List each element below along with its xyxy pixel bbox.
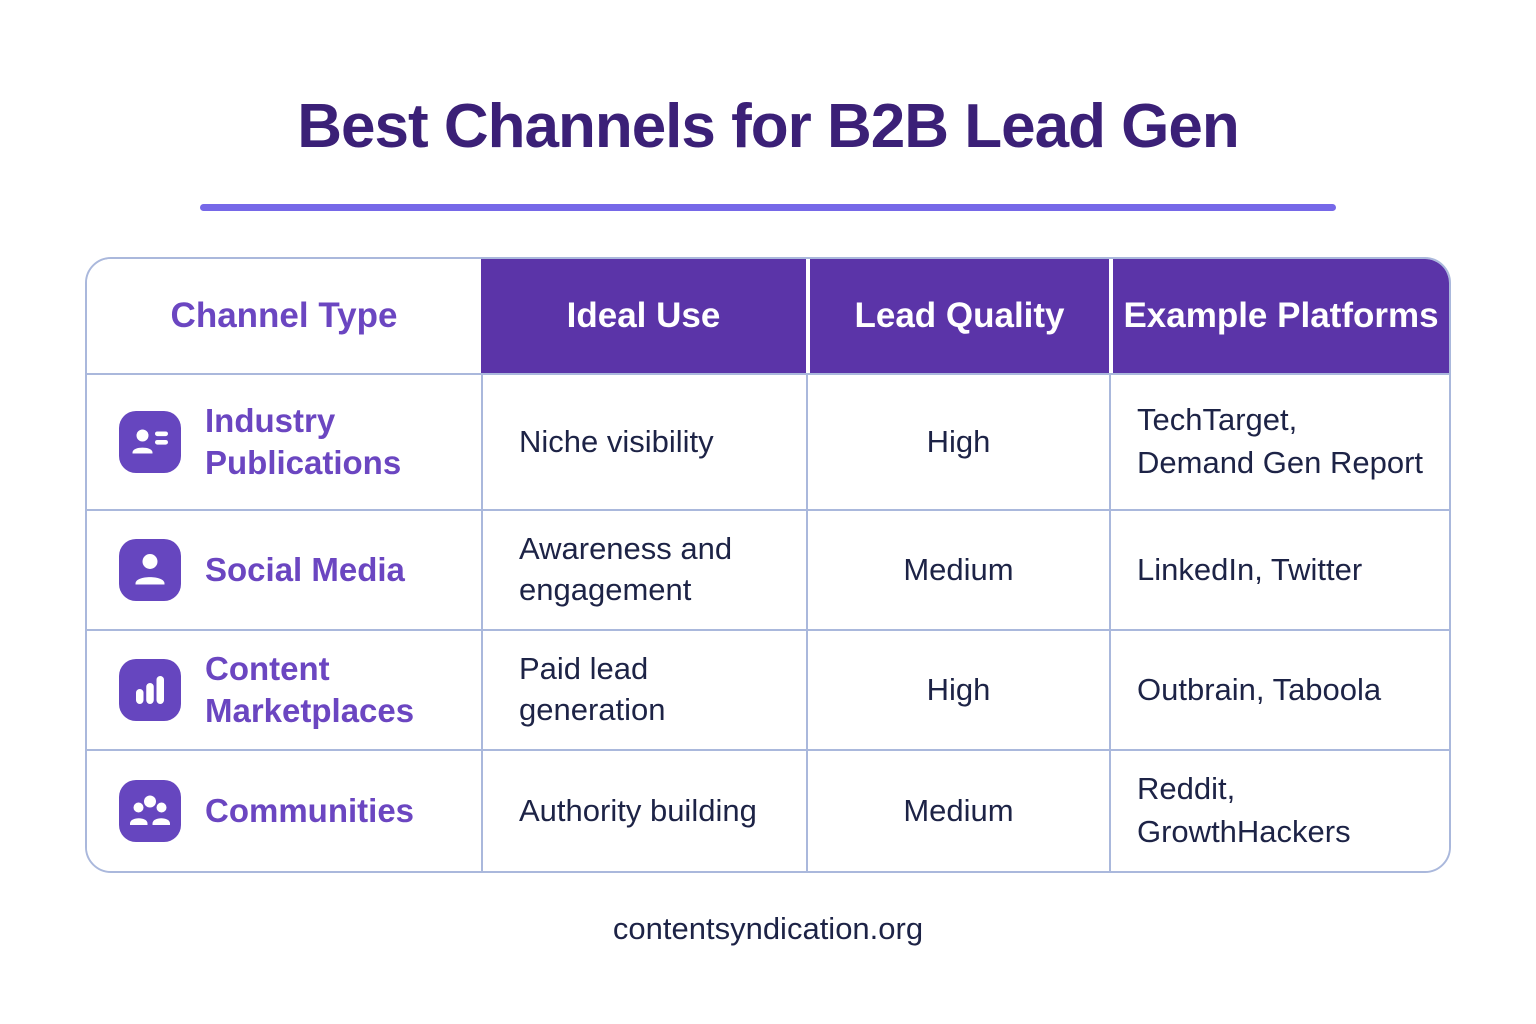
header-cell-channel-type: Channel Type — [87, 259, 481, 373]
table-row-channel-communities: Communities — [87, 749, 481, 871]
title-underline — [200, 204, 1336, 211]
platforms-cell: Reddit, GrowthHackers — [1109, 749, 1449, 871]
bar-chart-icon — [119, 659, 181, 721]
lead-quality-cell: High — [806, 373, 1109, 509]
table-row-channel-industry-publications: Industry Publications — [87, 373, 481, 509]
platforms-cell: TechTarget, Demand Gen Report — [1109, 373, 1449, 509]
platforms-cell: LinkedIn, Twitter — [1109, 509, 1449, 629]
channels-table: Channel Type Ideal Use Lead Quality Exam… — [85, 257, 1451, 873]
platform-line: LinkedIn, Twitter — [1137, 551, 1363, 587]
id-card-icon — [119, 411, 181, 473]
platforms-cell: Outbrain, Taboola — [1109, 629, 1449, 749]
channel-label: Industry Publications — [205, 401, 402, 481]
platform-line: GrowthHackers — [1137, 814, 1351, 849]
table-row-channel-social-media: Social Media — [87, 509, 481, 629]
header-cell-example-platforms: Example Platforms — [1109, 259, 1449, 373]
channel-label: Communities — [205, 791, 415, 829]
header-cell-lead-quality: Lead Quality — [806, 259, 1109, 373]
header-cell-ideal-use: Ideal Use — [481, 259, 806, 373]
platform-line: Demand Gen Report — [1137, 445, 1424, 480]
ideal-use-cell: Awareness and engagement — [481, 509, 806, 629]
platform-line: TechTarget, — [1137, 402, 1298, 438]
ideal-use-cell: Paid lead generation — [481, 629, 806, 749]
lead-quality-cell: Medium — [806, 509, 1109, 629]
person-icon — [119, 539, 181, 601]
ideal-use-cell: Niche visibility — [481, 373, 806, 509]
table-row-channel-content-marketplaces: Content Marketplaces — [87, 629, 481, 749]
platform-line: Reddit, — [1137, 771, 1236, 807]
footer-site-url: contentsyndication.org — [612, 911, 924, 946]
page-title: Best Channels for B2B Lead Gen — [297, 92, 1240, 161]
channel-label: Content Marketplaces — [205, 649, 415, 729]
channel-label: Social Media — [205, 550, 405, 588]
platform-line: Outbrain, Taboola — [1137, 671, 1382, 707]
lead-quality-cell: Medium — [806, 749, 1109, 871]
lead-quality-cell: High — [806, 629, 1109, 749]
ideal-use-cell: Authority building — [481, 749, 806, 871]
group-icon — [119, 780, 181, 842]
